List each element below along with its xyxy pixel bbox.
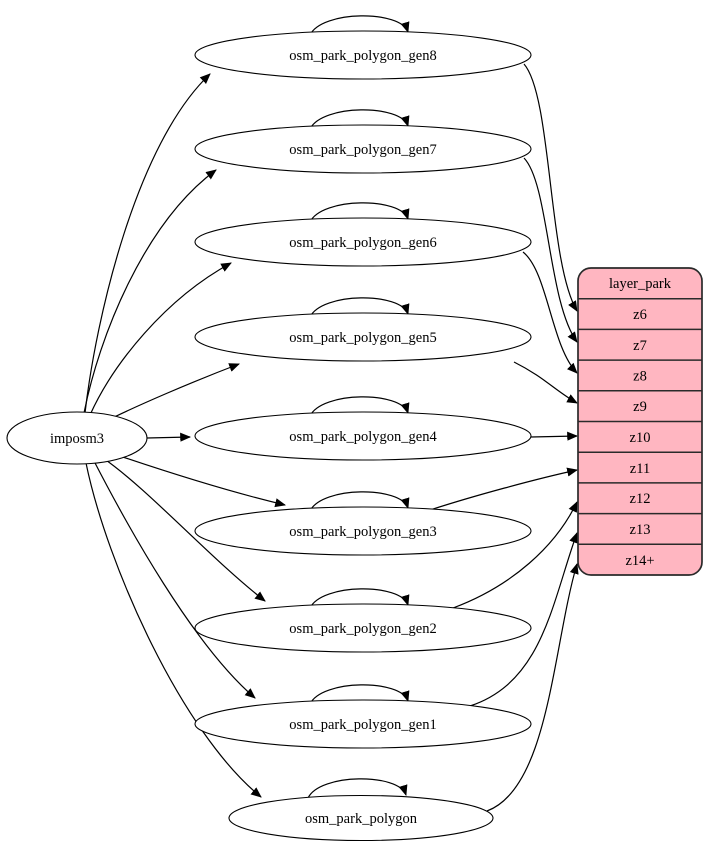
self-loop-osm-park-polygon: [307, 778, 408, 799]
self-loop-gen7: [309, 109, 410, 130]
gen6-label: osm_park_polygon_gen6: [289, 235, 436, 251]
edge-gen3-to-z11: [423, 467, 579, 513]
node-osm-park-polygon-gen3: osm_park_polygon_gen3: [194, 506, 532, 556]
table-row-z12: z12: [630, 491, 651, 507]
self-loop-gen5: [309, 297, 410, 318]
node-osm-park-polygon-gen4: osm_park_polygon_gen4: [194, 411, 532, 461]
gen4-ellipse: [194, 411, 532, 461]
edge-imposm3-to-gen8: [84, 73, 211, 414]
node-osm-park-polygon-gen1: osm_park_polygon_gen1: [194, 699, 532, 749]
edge-imposm3-to-gen1: [93, 460, 256, 699]
self-loop-edges: [307, 15, 410, 799]
imposm3-label: imposm3: [50, 431, 104, 447]
edge-imposm3-to-gen7: [83, 169, 217, 414]
edge-gen5-to-z9: [513, 361, 578, 404]
edge-osm-park-polygon-to-z14: [486, 563, 579, 812]
self-loop-gen8: [309, 15, 410, 36]
node-osm-park-polygon: osm_park_polygon: [228, 794, 494, 842]
self-loop-gen4: [309, 396, 410, 417]
node-osm-park-polygon-gen2: osm_park_polygon_gen2: [194, 603, 532, 653]
table-row-z7: z7: [633, 338, 647, 354]
table-row-z13: z13: [630, 522, 651, 538]
table-title: layer_park: [609, 276, 672, 292]
table-row-z8: z8: [633, 369, 647, 385]
gen8-ellipse: [194, 30, 532, 80]
gen1-ellipse: [194, 699, 532, 749]
gen7-ellipse: [194, 124, 532, 174]
self-loop-gen6: [309, 202, 410, 223]
gen3-label: osm_park_polygon_gen3: [289, 524, 436, 540]
node-imposm3: imposm3: [6, 411, 148, 465]
edge-imposm3-to-osm-park-polygon: [85, 462, 262, 798]
edge-gen4-to-z10: [530, 431, 579, 441]
edge-gen2-to-z12: [452, 501, 578, 609]
node-osm-park-polygon-gen7: osm_park_polygon_gen7: [194, 124, 532, 174]
table-row-z9: z9: [633, 399, 647, 415]
gen7-label: osm_park_polygon_gen7: [289, 142, 436, 158]
layer-park-table: layer_park z6 z7 z8 z9 z10 z11 z12 z13 z…: [577, 267, 703, 576]
node-osm-park-polygon-gen8: osm_park_polygon_gen8: [194, 30, 532, 80]
self-loop-gen2: [309, 588, 410, 609]
table-row-z14: z14+: [625, 553, 654, 569]
self-loop-gen3: [309, 491, 410, 512]
edge-gen1-to-z13: [469, 532, 578, 707]
table-row-z11: z11: [630, 461, 650, 477]
osm-park-polygon-label: osm_park_polygon: [305, 811, 418, 827]
gen5-label: osm_park_polygon_gen5: [289, 330, 436, 346]
imposm3-ellipse: [6, 411, 148, 465]
gen2-ellipse: [194, 603, 532, 653]
edges-source-to-generators: [83, 73, 286, 798]
edge-imposm3-to-gen4: [146, 432, 192, 442]
osm-park-polygon-ellipse: [228, 794, 494, 842]
self-loop-gen1: [309, 684, 410, 705]
gen2-label: osm_park_polygon_gen2: [289, 621, 436, 637]
edge-imposm3-to-gen5: [101, 363, 240, 424]
edges-generators-to-layer: [423, 63, 579, 812]
gen4-label: osm_park_polygon_gen4: [289, 429, 437, 445]
edge-imposm3-to-gen2: [102, 457, 266, 602]
gen3-ellipse: [194, 506, 532, 556]
edge-gen7-to-z7: [523, 157, 578, 343]
gen6-ellipse: [194, 217, 532, 267]
edge-gen6-to-z8: [522, 251, 578, 374]
gen5-ellipse: [194, 312, 532, 362]
edge-gen8-to-z6: [523, 63, 578, 312]
table-row-z6: z6: [633, 307, 647, 323]
edge-imposm3-to-gen6: [89, 262, 232, 416]
node-osm-park-polygon-gen6: osm_park_polygon_gen6: [194, 217, 532, 267]
table-row-z10: z10: [630, 430, 651, 446]
gen8-label: osm_park_polygon_gen8: [289, 48, 436, 64]
node-osm-park-polygon-gen5: osm_park_polygon_gen5: [194, 312, 532, 362]
edge-imposm3-to-gen3: [110, 452, 286, 508]
gen1-label: osm_park_polygon_gen1: [289, 717, 436, 733]
